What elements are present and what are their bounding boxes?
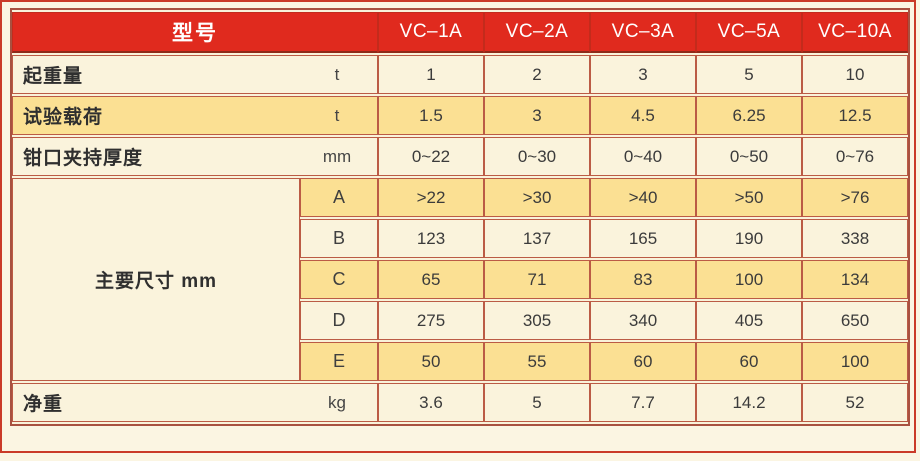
dimensions-label-cell: 主要尺寸 mm bbox=[12, 178, 300, 381]
value-cell: 55 bbox=[484, 342, 590, 381]
row-dim-a: 主要尺寸 mm A >22 >30 >40 >50 >76 bbox=[12, 178, 908, 381]
value-cell: 5 bbox=[696, 55, 802, 94]
value-cell: 65 bbox=[378, 260, 484, 299]
dim-letter-cell: A bbox=[300, 178, 378, 217]
value-cell: 0~50 bbox=[696, 137, 802, 176]
row-jaw-range: 钳口夹持厚度 mm 0~22 0~30 0~40 0~50 0~76 bbox=[12, 137, 908, 176]
value-cell: 134 bbox=[802, 260, 908, 299]
row-test-load: 试验载荷 t 1.5 3 4.5 6.25 12.5 bbox=[12, 96, 908, 135]
value-cell: 190 bbox=[696, 219, 802, 258]
value-cell: 405 bbox=[696, 301, 802, 340]
net-weight-label: 净重 bbox=[23, 394, 64, 415]
value-cell: 7.7 bbox=[590, 383, 696, 422]
value-cell: 1.5 bbox=[378, 96, 484, 135]
value-cell: 6.25 bbox=[696, 96, 802, 135]
value-cell: 10 bbox=[802, 55, 908, 94]
value-cell: 14.2 bbox=[696, 383, 802, 422]
value-cell: 4.5 bbox=[590, 96, 696, 135]
value-cell: 123 bbox=[378, 219, 484, 258]
model-cell-vc2a: VC–2A bbox=[484, 12, 590, 53]
capacity-unit: t bbox=[334, 64, 340, 84]
value-cell: 305 bbox=[484, 301, 590, 340]
dim-letter-cell: D bbox=[300, 301, 378, 340]
net-weight-unit: kg bbox=[328, 392, 346, 412]
jaw-range-label: 钳口夹持厚度 bbox=[23, 148, 144, 169]
value-cell: >30 bbox=[484, 178, 590, 217]
value-cell: 5 bbox=[484, 383, 590, 422]
net-weight-label-cell: 净重 kg bbox=[12, 383, 378, 422]
header-row: 型号 VC–1A VC–2A VC–3A VC–5A VC–10A bbox=[12, 12, 908, 53]
row-dim-c: C 65 71 83 100 134 bbox=[12, 260, 908, 299]
value-cell: 3.6 bbox=[378, 383, 484, 422]
value-cell: 137 bbox=[484, 219, 590, 258]
model-header-cell: 型号 bbox=[12, 12, 378, 53]
row-net-weight: 净重 kg 3.6 5 7.7 14.2 52 bbox=[12, 383, 908, 422]
capacity-label: 起重量 bbox=[23, 66, 84, 87]
value-cell: 60 bbox=[590, 342, 696, 381]
value-cell: 340 bbox=[590, 301, 696, 340]
value-cell: 0~40 bbox=[590, 137, 696, 176]
value-cell: 3 bbox=[484, 96, 590, 135]
test-load-unit: t bbox=[334, 105, 340, 125]
value-cell: 50 bbox=[378, 342, 484, 381]
value-cell: 3 bbox=[590, 55, 696, 94]
value-cell: >22 bbox=[378, 178, 484, 217]
value-cell: >76 bbox=[802, 178, 908, 217]
value-cell: 650 bbox=[802, 301, 908, 340]
value-cell: 0~22 bbox=[378, 137, 484, 176]
test-load-label: 试验载荷 bbox=[23, 107, 104, 128]
value-cell: 60 bbox=[696, 342, 802, 381]
capacity-label-cell: 起重量 t bbox=[12, 55, 378, 94]
dim-letter-cell: C bbox=[300, 260, 378, 299]
value-cell: 338 bbox=[802, 219, 908, 258]
jaw-range-label-cell: 钳口夹持厚度 mm bbox=[12, 137, 378, 176]
jaw-range-unit: mm bbox=[322, 146, 352, 166]
model-cell-vc10a: VC–10A bbox=[802, 12, 908, 53]
value-cell: 100 bbox=[802, 342, 908, 381]
value-cell: 0~76 bbox=[802, 137, 908, 176]
dim-letter-cell: B bbox=[300, 219, 378, 258]
model-cell-vc1a: VC–1A bbox=[378, 12, 484, 53]
value-cell: 52 bbox=[802, 383, 908, 422]
dim-letter-cell: E bbox=[300, 342, 378, 381]
test-load-label-cell: 试验载荷 t bbox=[12, 96, 378, 135]
model-cell-vc5a: VC–5A bbox=[696, 12, 802, 53]
value-cell: 12.5 bbox=[802, 96, 908, 135]
spec-table: 型号 VC–1A VC–2A VC–3A VC–5A VC–10A 起重量 t … bbox=[12, 10, 908, 424]
row-dim-b: B 123 137 165 190 338 bbox=[12, 219, 908, 258]
row-dim-d: D 275 305 340 405 650 bbox=[12, 301, 908, 340]
row-dim-e: E 50 55 60 60 100 bbox=[12, 342, 908, 381]
value-cell: >50 bbox=[696, 178, 802, 217]
value-cell: 1 bbox=[378, 55, 484, 94]
model-cell-vc3a: VC–3A bbox=[590, 12, 696, 53]
value-cell: 71 bbox=[484, 260, 590, 299]
value-cell: 100 bbox=[696, 260, 802, 299]
spec-table-frame: 型号 VC–1A VC–2A VC–3A VC–5A VC–10A 起重量 t … bbox=[10, 8, 910, 426]
value-cell: 0~30 bbox=[484, 137, 590, 176]
value-cell: 2 bbox=[484, 55, 590, 94]
value-cell: 275 bbox=[378, 301, 484, 340]
value-cell: 83 bbox=[590, 260, 696, 299]
value-cell: 165 bbox=[590, 219, 696, 258]
value-cell: >40 bbox=[590, 178, 696, 217]
row-capacity: 起重量 t 1 2 3 5 10 bbox=[12, 55, 908, 94]
